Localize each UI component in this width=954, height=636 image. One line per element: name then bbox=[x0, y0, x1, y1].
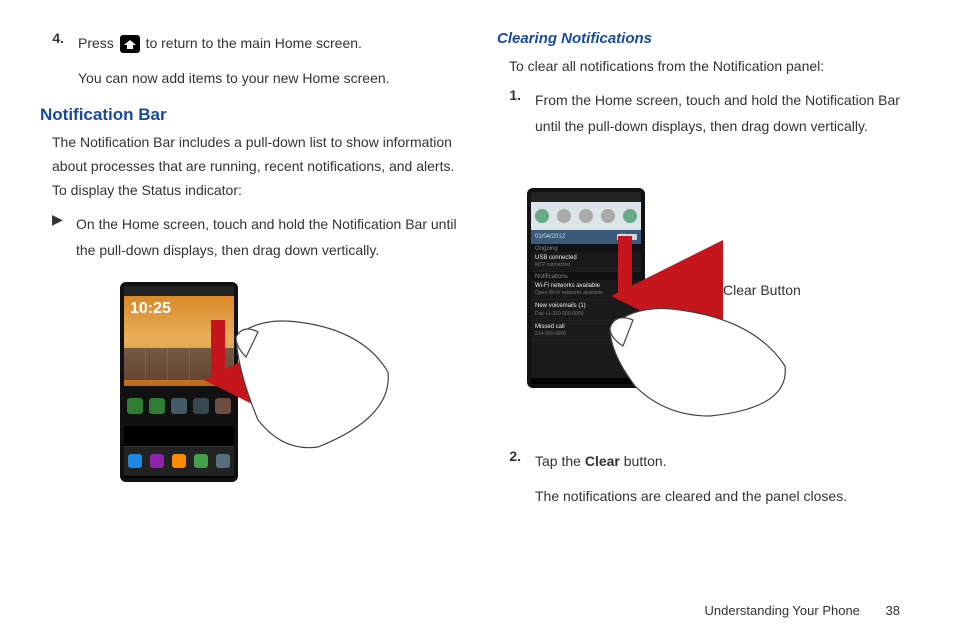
text: button. bbox=[620, 453, 667, 469]
footer-page: 38 bbox=[886, 603, 900, 618]
body-text: To clear all notifications from the Noti… bbox=[509, 55, 914, 79]
step-4-continued: You can now add items to your new Home s… bbox=[78, 65, 457, 92]
dock-icon bbox=[128, 454, 142, 468]
dock-icon bbox=[172, 454, 186, 468]
clock-text: 10:25 bbox=[130, 300, 171, 317]
subsection-header-clearing: Clearing Notifications bbox=[497, 30, 914, 47]
bullet-text: On the Home screen, touch and hold the N… bbox=[76, 211, 457, 264]
step-number: 2. bbox=[497, 448, 521, 475]
figure-dragdown: 10:25 bbox=[40, 282, 457, 482]
step-2-continued: The notifications are cleared and the pa… bbox=[535, 483, 914, 510]
dock-icon bbox=[150, 454, 164, 468]
footer-section: Understanding Your Phone bbox=[705, 603, 860, 618]
toggle-wifi-icon bbox=[535, 209, 549, 223]
left-column: 4. Press to return to the main Home scre… bbox=[40, 30, 457, 616]
step-2: 2. Tap the Clear button. bbox=[497, 448, 914, 475]
app-icon bbox=[149, 398, 165, 414]
toggle-gps-icon bbox=[579, 209, 593, 223]
body-text: The Notification Bar includes a pull-dow… bbox=[52, 131, 457, 202]
step-1: 1. From the Home screen, touch and hold … bbox=[497, 87, 914, 140]
bullet-marker: ▶ bbox=[52, 211, 76, 264]
date-text: 01/04/2012 bbox=[535, 234, 565, 240]
figure-clear: 01/04/2012 Clear Ongoing USB connected M… bbox=[497, 158, 914, 418]
hand-gesture-icon bbox=[595, 218, 805, 418]
page-footer: Understanding Your Phone 38 bbox=[705, 603, 901, 618]
text: to return to the main Home screen. bbox=[146, 35, 362, 51]
step-text: Tap the Clear button. bbox=[535, 448, 914, 475]
app-icon bbox=[171, 398, 187, 414]
text: Tap the bbox=[535, 453, 585, 469]
section-header-notification-bar: Notification Bar bbox=[40, 105, 457, 125]
step-number: 1. bbox=[497, 87, 521, 140]
toggle-bt-icon bbox=[557, 209, 571, 223]
hand-gesture-icon bbox=[188, 302, 398, 462]
text: Press bbox=[78, 35, 114, 51]
home-icon bbox=[120, 35, 140, 53]
app-icon bbox=[127, 398, 143, 414]
step-4: 4. Press to return to the main Home scre… bbox=[40, 30, 457, 57]
text-bold: Clear bbox=[585, 453, 620, 469]
status-bar bbox=[124, 286, 234, 296]
right-column: Clearing Notifications To clear all noti… bbox=[497, 30, 914, 616]
step-text: From the Home screen, touch and hold the… bbox=[535, 87, 914, 140]
status-bar bbox=[531, 192, 641, 202]
bullet-item: ▶ On the Home screen, touch and hold the… bbox=[52, 211, 457, 264]
step-body: Press to return to the main Home screen. bbox=[78, 30, 457, 57]
step-number: 4. bbox=[40, 30, 64, 57]
